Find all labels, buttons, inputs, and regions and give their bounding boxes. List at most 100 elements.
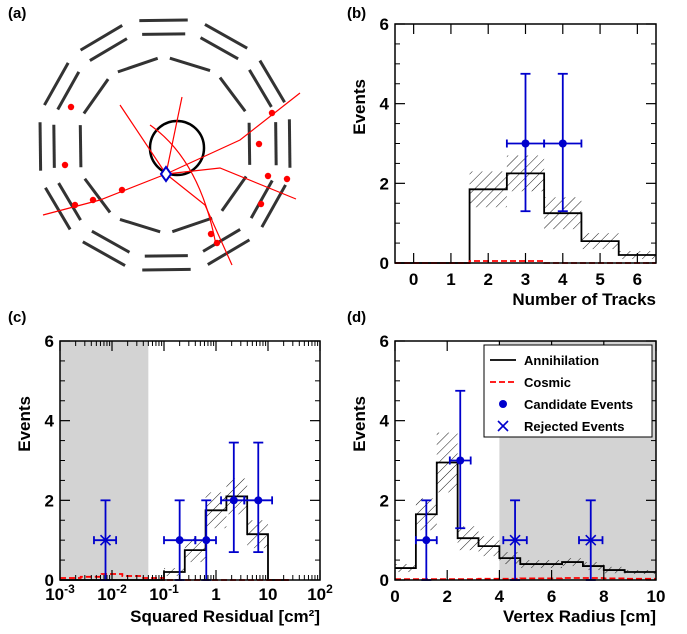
detector-hit-point <box>71 201 79 209</box>
y-axis-label: Events <box>350 396 369 452</box>
x-tick-label: 6 <box>547 587 556 606</box>
panel-c-squared-residual: 0 2 4 6 10-3 10-2 10-1 1 10 102 Squared Residual [… <box>15 332 333 626</box>
detector-middle-stave <box>89 37 128 62</box>
y-tick-label: 0 <box>380 254 389 273</box>
x-tick-label: 2 <box>442 587 451 606</box>
detector-hit-point <box>264 172 272 180</box>
rejected-marker <box>585 534 597 546</box>
legend-swatch-candidate <box>499 400 507 408</box>
detector-inner-stave <box>247 122 252 165</box>
y-tick-label: 2 <box>45 491 54 510</box>
y-tick-label: 6 <box>380 15 389 34</box>
x-tick-label: 4 <box>558 270 568 289</box>
detector-inner-stave <box>78 125 83 168</box>
candidate-marker <box>456 456 465 465</box>
panel-label-d: (d) <box>347 309 366 326</box>
event-display <box>38 18 301 272</box>
detector-hit-point <box>61 161 69 169</box>
y-tick-label: 2 <box>380 174 389 193</box>
detector-hit-point <box>257 200 265 208</box>
candidate-marker <box>422 536 431 545</box>
detector-middle-stave <box>56 71 81 111</box>
x-tick-label: 10-1 <box>149 582 179 604</box>
detector-middle-stave <box>248 69 273 108</box>
x-axis-label: Squared Residual [cm²] <box>130 607 320 626</box>
legend: Annihilation Cosmic Candidate Events Reject… <box>483 344 653 438</box>
x-tick-label: 4 <box>495 587 505 606</box>
reconstructed-track <box>165 167 297 200</box>
candidate-event-point <box>243 441 274 554</box>
candidate-event-point <box>543 72 583 213</box>
rejected-marker <box>509 534 521 546</box>
candidate-marker <box>229 496 238 505</box>
candidate-marker <box>254 496 263 505</box>
x-tick-label: 10-2 <box>97 582 127 604</box>
detector-middle-stave <box>142 32 186 36</box>
x-tick-label: 102 <box>307 582 333 604</box>
detector-middle-stave <box>57 182 82 221</box>
panel-a: (a) <box>8 5 301 272</box>
y-tick-label: 2 <box>380 491 389 510</box>
x-tick-label: 8 <box>599 587 608 606</box>
x-tick-label: 3 <box>521 270 530 289</box>
detector-inner-stave <box>218 76 247 113</box>
detector-middle-stave <box>199 36 239 61</box>
detector-inner-stave <box>169 56 211 72</box>
y-axis-label: Events <box>350 79 369 135</box>
x-tick-label: 5 <box>595 270 604 289</box>
excluded-region <box>60 341 149 580</box>
y-tick-label: 4 <box>380 412 390 431</box>
detector-inner-stave <box>119 218 161 234</box>
y-tick-label: 4 <box>45 412 55 431</box>
detector-outer-stave <box>260 184 287 228</box>
detector-inner-stave <box>117 56 159 74</box>
detector-middle-stave <box>52 124 56 168</box>
x-tick-label: 0 <box>409 270 418 289</box>
cosmic-background-histogram <box>395 577 656 581</box>
detector-hit-point <box>268 109 276 117</box>
detector-outer-stave <box>79 24 123 52</box>
y-tick-label: 4 <box>380 95 390 114</box>
x-tick-label: 10-3 <box>45 582 75 604</box>
legend-entry-label: Annihilation <box>524 353 599 368</box>
detector-inner-stave <box>220 175 248 212</box>
detector-outer-stave <box>142 267 191 272</box>
panel-label-a: (a) <box>8 5 26 22</box>
panel-label-c: (c) <box>8 309 26 326</box>
panel-label-b: (b) <box>347 5 366 22</box>
legend-swatch-rejected <box>497 420 509 432</box>
x-tick-label: 0 <box>390 587 399 606</box>
candidate-marker <box>521 139 530 148</box>
detector-outer-stave <box>82 240 126 267</box>
detector-outer-stave <box>38 122 43 171</box>
detector-outer-stave <box>258 59 286 103</box>
detector-inner-stave <box>83 177 112 214</box>
legend-entry-label: Candidate Events <box>524 397 633 412</box>
x-tick-label: 10 <box>259 585 278 604</box>
annihilation-mc-histogram <box>395 461 656 573</box>
y-tick-label: 0 <box>45 571 54 590</box>
detector-hit-point <box>207 230 215 238</box>
detector-middle-stave <box>249 179 274 219</box>
y-tick-label: 6 <box>45 332 54 351</box>
candidate-marker <box>175 536 184 545</box>
reconstructed-track <box>165 96 183 175</box>
x-tick-label: 1 <box>211 585 220 604</box>
candidate-marker <box>202 536 211 545</box>
rejected-marker <box>99 534 112 546</box>
detector-hit-point <box>213 239 221 247</box>
x-tick-label: 6 <box>633 270 642 289</box>
detector-outer-stave <box>44 187 72 231</box>
y-tick-label: 6 <box>380 332 389 351</box>
x-tick-label: 2 <box>483 270 492 289</box>
detector-outer-stave <box>207 238 251 266</box>
y-axis-label: Events <box>15 396 34 452</box>
detector-middle-stave <box>91 229 131 254</box>
x-tick-label: 1 <box>446 270 455 289</box>
detector-middle-stave <box>274 122 278 166</box>
rejected-event-point <box>578 499 604 581</box>
x-axis-label: Vertex Radius [cm] <box>503 607 656 626</box>
